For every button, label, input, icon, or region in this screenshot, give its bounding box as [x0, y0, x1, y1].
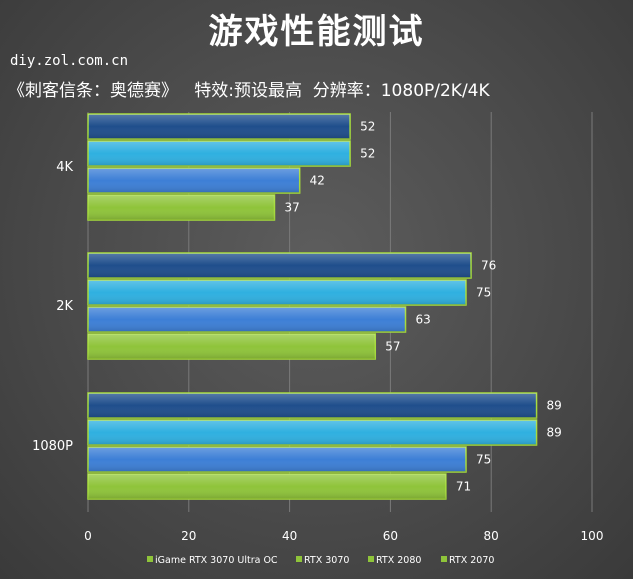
- x-tick-label: 80: [484, 529, 499, 543]
- chart-title: 游戏性能测试: [208, 12, 425, 52]
- bar-highlight: [88, 447, 466, 472]
- bar-value-label: 75: [476, 453, 491, 467]
- category-labels: 4K 2K 1080P: [32, 160, 73, 454]
- site-watermark: diy.zol.com.cn: [10, 53, 129, 69]
- bar-value-label: 75: [476, 286, 491, 300]
- legend-label: RTX 2070: [449, 555, 494, 566]
- x-axis-ticks: 0 20 40 60 80 100: [84, 529, 603, 543]
- bar-highlight: [88, 474, 446, 499]
- bar-highlight: [88, 420, 537, 445]
- bar-highlight: [88, 114, 351, 139]
- bars: 52 52 42 37 76 75 63 57 89 89 75 71: [87, 113, 562, 500]
- legend-marker: [441, 556, 447, 562]
- legend: iGame RTX 3070 Ultra OC RTX 3070 RTX 2080 R…: [147, 555, 494, 566]
- legend-label: iGame RTX 3070 Ultra OC: [155, 555, 278, 566]
- x-tick-label: 100: [581, 529, 604, 543]
- legend-marker: [296, 556, 302, 562]
- bar-value-label: 57: [385, 340, 400, 354]
- category-label: 1080P: [32, 439, 73, 454]
- bar-highlight: [88, 253, 472, 278]
- bar-highlight: [88, 141, 351, 166]
- x-tick-label: 40: [282, 529, 297, 543]
- bar-highlight: [88, 393, 537, 418]
- bar-highlight: [88, 280, 466, 305]
- category-label: 4K: [56, 160, 73, 175]
- legend-label: RTX 3070: [304, 555, 349, 566]
- bar-value-label: 63: [416, 313, 431, 327]
- bar-value-label: 89: [547, 426, 562, 440]
- bar-value-label: 89: [547, 399, 562, 413]
- bar-highlight: [88, 307, 406, 332]
- bar-value-label: 37: [284, 201, 299, 215]
- legend-marker: [147, 556, 153, 562]
- legend-label: RTX 2080: [376, 555, 421, 566]
- chart-subtitle: 《刺客信条：奥德赛》 特效:预设最高 分辨率：1080P/2K/4K: [8, 81, 490, 101]
- legend-marker: [368, 556, 374, 562]
- bar-value-label: 42: [310, 174, 325, 188]
- bar-value-label: 52: [360, 120, 375, 134]
- bar-value-label: 52: [360, 147, 375, 161]
- bar-value-label: 71: [456, 480, 471, 494]
- category-label: 2K: [56, 299, 73, 314]
- bar-value-label: 76: [481, 259, 496, 273]
- bar-highlight: [88, 195, 275, 220]
- x-tick-label: 20: [181, 529, 196, 543]
- bar-highlight: [88, 168, 300, 193]
- x-tick-label: 0: [84, 529, 92, 543]
- x-tick-label: 60: [383, 529, 398, 543]
- bar-highlight: [88, 334, 376, 359]
